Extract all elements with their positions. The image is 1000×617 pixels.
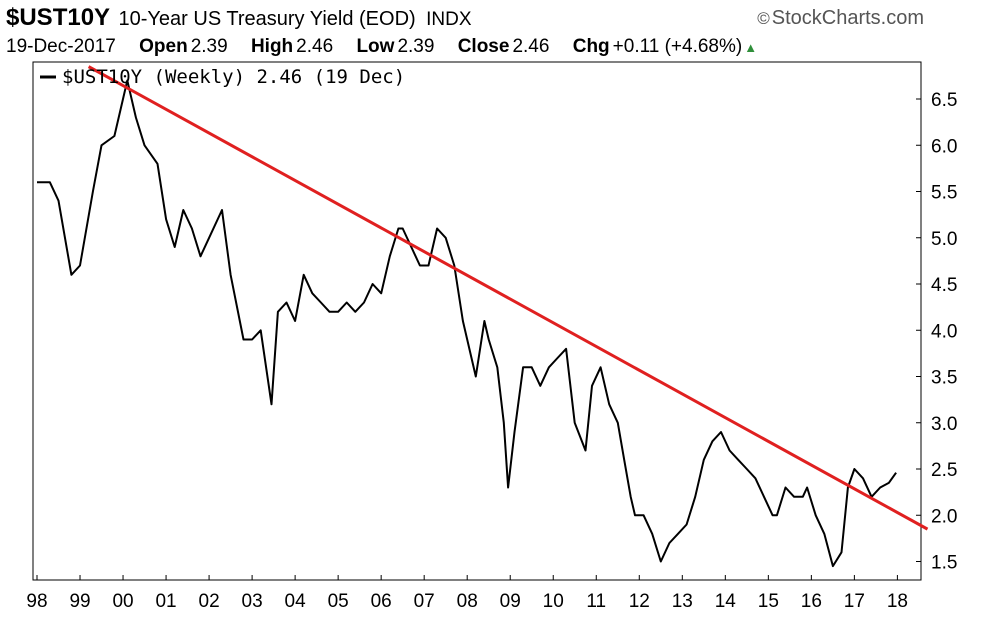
high-value: 2.46	[296, 36, 334, 57]
close-value: 2.46	[512, 36, 550, 57]
x-tick-label: 14	[715, 591, 737, 612]
high-label: High	[250, 36, 294, 57]
title-row: $UST10Y 10-Year US Treasury Yield (EOD) …	[6, 4, 472, 32]
x-tick-label: 02	[199, 591, 220, 612]
brand-name: StockCharts.com	[771, 7, 924, 29]
y-tick-label: 4.0	[931, 321, 957, 342]
x-tick-label: 07	[414, 591, 435, 612]
x-tick-label: 11	[586, 591, 606, 612]
y-tick-label: 3.5	[931, 368, 957, 389]
close-label: Close	[457, 36, 510, 57]
x-tick-label: 04	[285, 591, 307, 612]
quote-row: 19-Dec-2017 Open 2.39 High 2.46 Low 2.39 Cl…	[6, 36, 757, 58]
x-tick-label: 06	[371, 591, 392, 612]
x-tick-label: 16	[801, 591, 822, 612]
low-label: Low	[356, 36, 395, 57]
y-tick-label: 4.5	[931, 275, 957, 296]
x-axis: 98 99 00 01 02 03 04 05 06 07 08 09 10 11 12 13 14 15 16 17…	[26, 575, 908, 612]
x-tick-label: 12	[629, 591, 650, 612]
chart-header: $UST10Y 10-Year US Treasury Yield (EOD) …	[0, 0, 1000, 62]
up-triangle-icon: ▲	[744, 40, 758, 55]
x-tick-label: 00	[112, 591, 133, 612]
quote-date: 19-Dec-2017	[6, 36, 116, 57]
ticker-symbol: $UST10Y	[6, 4, 111, 31]
y-tick-label: 5.5	[931, 183, 957, 204]
trendline	[87, 65, 929, 531]
chg-value: +0.11 (+4.68%)	[612, 36, 743, 57]
x-tick-label: 05	[328, 591, 349, 612]
chg-label: Chg	[572, 36, 610, 57]
brand-logo[interactable]: © StockCharts.com	[757, 7, 924, 30]
y-tick-label: 6.5	[931, 90, 957, 111]
y-tick-label: 5.0	[931, 229, 957, 250]
y-tick-label: 2.5	[931, 460, 957, 481]
x-tick-label: 15	[758, 591, 779, 612]
open-label: Open	[139, 36, 188, 57]
x-tick-label: 09	[500, 591, 521, 612]
y-tick-label: 3.0	[931, 414, 957, 435]
x-tick-label: 98	[26, 591, 47, 612]
legend: $UST10Y (Weekly) 2.46 (19 Dec)	[40, 66, 405, 88]
y-axis: 1.5 2.0 2.5 3.0 3.5 4.0 4.5 5.0 5.5 6.0 6.5	[916, 90, 957, 574]
x-tick-label: 99	[69, 591, 90, 612]
legend-label: $UST10Y (Weekly) 2.46 (19 Dec)	[62, 66, 405, 88]
y-tick-label: 6.0	[931, 136, 957, 157]
copyright-icon: ©	[757, 9, 770, 28]
open-value: 2.39	[190, 36, 228, 57]
x-tick-label: 17	[844, 591, 865, 612]
low-value: 2.39	[397, 36, 435, 57]
exchange-label: INDX	[426, 9, 472, 30]
price-series-line	[37, 79, 897, 568]
plot-frame	[32, 61, 922, 581]
x-tick-label: 03	[242, 591, 263, 612]
x-tick-label: 13	[672, 591, 693, 612]
x-tick-label: 01	[155, 591, 176, 612]
y-tick-label: 1.5	[931, 553, 957, 574]
x-tick-label: 10	[543, 591, 564, 612]
instrument-description: 10-Year US Treasury Yield (EOD)	[118, 8, 416, 30]
x-tick-label: 18	[887, 591, 908, 612]
y-tick-label: 2.0	[931, 506, 957, 527]
x-tick-label: 08	[457, 591, 478, 612]
